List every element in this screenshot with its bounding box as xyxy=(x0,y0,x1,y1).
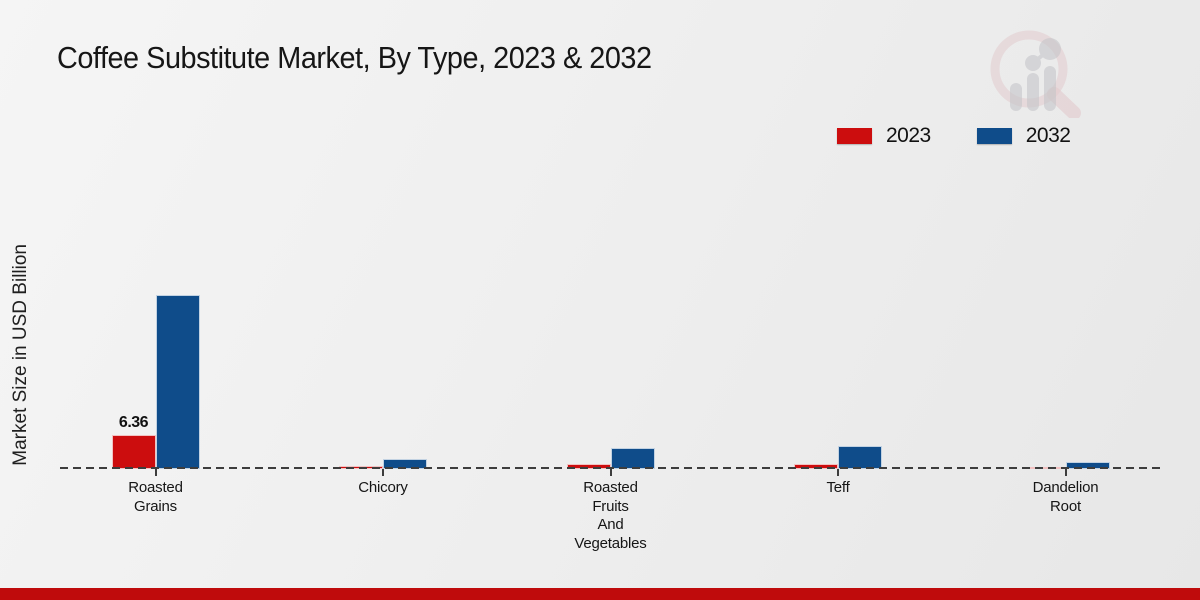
legend: 2023 2032 xyxy=(837,124,1071,148)
x-axis-tick xyxy=(154,469,157,476)
legend-swatch-2023 xyxy=(837,128,872,144)
bar-2032-cat2 xyxy=(610,448,655,469)
legend-label-2023: 2023 xyxy=(886,124,931,147)
legend-swatch-2032 xyxy=(976,128,1012,144)
x-axis-tick xyxy=(382,469,384,476)
bar-value-label: 6.36 xyxy=(118,414,149,431)
bar-2023-cat0 xyxy=(111,435,156,469)
category-label: Roasted Grains xyxy=(128,479,183,515)
bar-2032-cat0 xyxy=(155,295,200,469)
bar-2032-cat3 xyxy=(838,446,882,469)
category-label: Teff xyxy=(826,479,850,496)
category-label: Dandelion Root xyxy=(1032,479,1099,515)
legend-item-2023: 2023 xyxy=(837,124,931,148)
category-label: Roasted Fruits And Vegetables xyxy=(574,479,647,552)
mrfr-logo-watermark xyxy=(990,30,1081,118)
chart-title: Coffee Substitute Market, By Type, 2023 … xyxy=(57,40,652,75)
category-label: Chicory xyxy=(358,479,408,496)
x-axis-tick xyxy=(1064,469,1067,476)
magnifier-ring-icon xyxy=(990,30,1068,108)
x-axis-tick xyxy=(609,469,612,476)
legend-item-2032: 2032 xyxy=(976,124,1071,148)
magnifier-handle-icon xyxy=(1047,87,1081,118)
legend-label-2032: 2032 xyxy=(1025,124,1071,147)
bottom-accent-strip xyxy=(0,588,1200,600)
x-axis-tick xyxy=(837,469,839,476)
x-axis-baseline xyxy=(60,467,1160,469)
bar-trend-icon xyxy=(1010,38,1061,111)
